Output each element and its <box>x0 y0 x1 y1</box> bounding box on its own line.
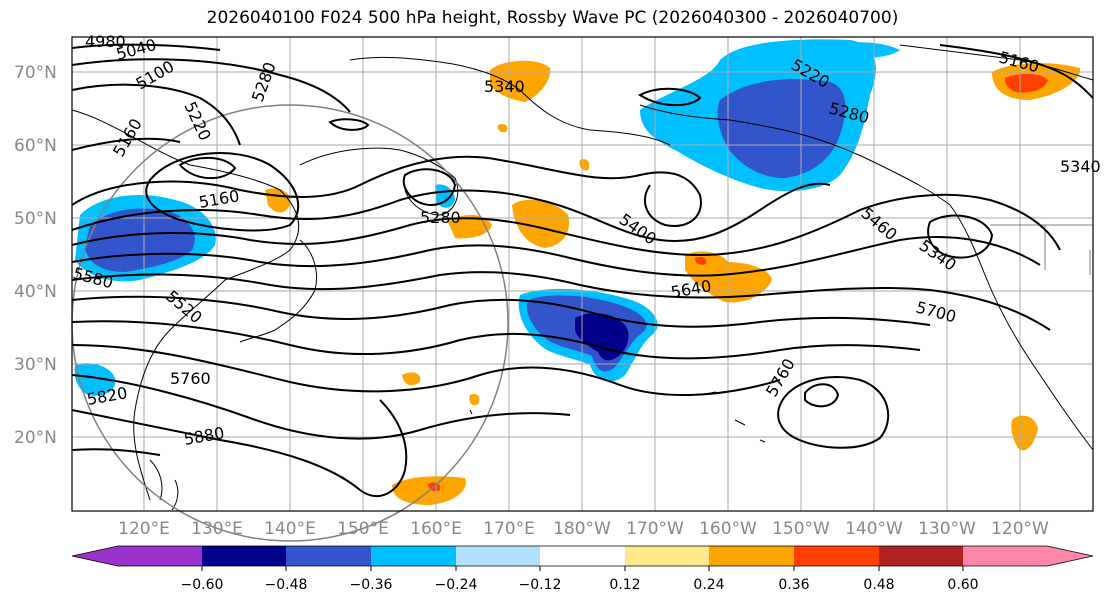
pos-anomaly-small-b <box>469 394 480 406</box>
lon-label: 120°W <box>991 519 1049 539</box>
colorbar-swatch <box>794 546 879 566</box>
lon-label: 160°E <box>410 519 462 539</box>
pos-anomaly-kuril <box>448 214 492 239</box>
colorbar-swatch <box>202 546 286 566</box>
lon-label: 150°W <box>772 519 830 539</box>
lat-label-50n: 50°N <box>14 209 57 229</box>
contour-label: 5340 <box>484 77 525 96</box>
lon-label: 180°W <box>553 519 611 539</box>
lon-label: 170°E <box>483 519 535 539</box>
colorbar-tick-label: 0.36 <box>778 577 809 593</box>
colorbar-tick-label: −0.60 <box>181 577 224 593</box>
colorbar-swatch <box>456 546 540 566</box>
lon-label: 130°E <box>191 519 243 539</box>
coast-hudson <box>899 44 1094 81</box>
lat-label-40n: 40°N <box>14 282 57 302</box>
colorbar-swatch <box>118 546 202 566</box>
lat-label-20n: 20°N <box>14 428 57 448</box>
colorbar-min-extend <box>72 546 118 566</box>
coast-alaska <box>639 104 951 206</box>
colorbar-swatch <box>286 546 371 566</box>
colorbar-tick-label: 0.24 <box>693 577 724 593</box>
contour-label: 5760 <box>170 369 211 388</box>
neg-anomaly-small-2 <box>820 42 900 59</box>
lon-label: 160°W <box>699 519 757 539</box>
latitude-labels: 70°N 60°N 50°N 40°N 30°N 20°N <box>14 63 57 448</box>
map-panel: 4980 5040 5100 5160 5220 5280 5340 5160 … <box>71 32 1101 542</box>
contour-label: 5340 <box>1060 157 1101 176</box>
height-contours <box>71 43 1094 497</box>
coast-na-west <box>949 204 1094 451</box>
colorbar-tick-label: 0.60 <box>947 577 978 593</box>
colorbar-tick-label: 0.48 <box>863 577 894 593</box>
border-canada-us <box>990 224 1093 275</box>
neg-anomaly-alaska-core <box>717 79 846 178</box>
pos-anomaly-small-a <box>402 372 421 386</box>
contour-label: 5280 <box>420 208 461 227</box>
colorbar-swatch <box>371 546 456 566</box>
pos-anomaly-small-d <box>497 124 508 133</box>
colorbar-swatch <box>709 546 794 566</box>
colorbar-max-extend <box>1047 546 1093 566</box>
neg-anomaly-mid-pacific-core <box>575 313 629 361</box>
lon-label: 140°W <box>845 519 903 539</box>
longitude-labels: 120°E 130°E 140°E 150°E 160°E 170°E 180°… <box>118 519 1049 539</box>
colorbar-ticks: −0.60 −0.48 −0.36 −0.24 −0.12 0.12 0.24 … <box>181 566 979 593</box>
colorbar-tick-label: −0.12 <box>519 577 562 593</box>
colorbar-tick-label: −0.24 <box>435 577 478 593</box>
colorbar-swatch <box>625 546 709 566</box>
lon-label: 140°E <box>264 519 316 539</box>
lat-label-70n: 70°N <box>14 63 57 83</box>
anomaly-fills <box>74 39 1081 505</box>
colorbar-tick-label: −0.48 <box>265 577 308 593</box>
pos-anomaly-bering <box>490 60 551 102</box>
colorbar: −0.60 −0.48 −0.36 −0.24 −0.12 0.12 0.24 … <box>71 545 1094 593</box>
lon-label: 150°E <box>337 519 389 539</box>
lon-label: 170°W <box>626 519 684 539</box>
colorbar-swatch <box>963 546 1047 566</box>
pos-anomaly-central-north <box>512 199 570 248</box>
pos-anomaly-hudson-core <box>1004 73 1048 93</box>
lon-label: 130°W <box>918 519 976 539</box>
lat-label-60n: 60°N <box>14 136 57 156</box>
colorbar-swatch <box>879 546 963 566</box>
lat-label-30n: 30°N <box>14 355 57 375</box>
colorbar-swatch <box>540 546 625 566</box>
colorbar-tick-label: −0.36 <box>350 577 393 593</box>
neg-anomaly-west-edge <box>74 363 116 396</box>
coast-siberia-north <box>349 56 671 146</box>
lon-label: 120°E <box>118 519 170 539</box>
map-title: 2026040100 F024 500 hPa height, Rossby W… <box>206 8 899 28</box>
pos-anomaly-subtropic-east-core <box>695 256 707 265</box>
coast-kamchatka <box>299 147 459 216</box>
pos-anomaly-mexico <box>1011 415 1038 451</box>
colorbar-tick-label: 0.12 <box>609 577 640 593</box>
